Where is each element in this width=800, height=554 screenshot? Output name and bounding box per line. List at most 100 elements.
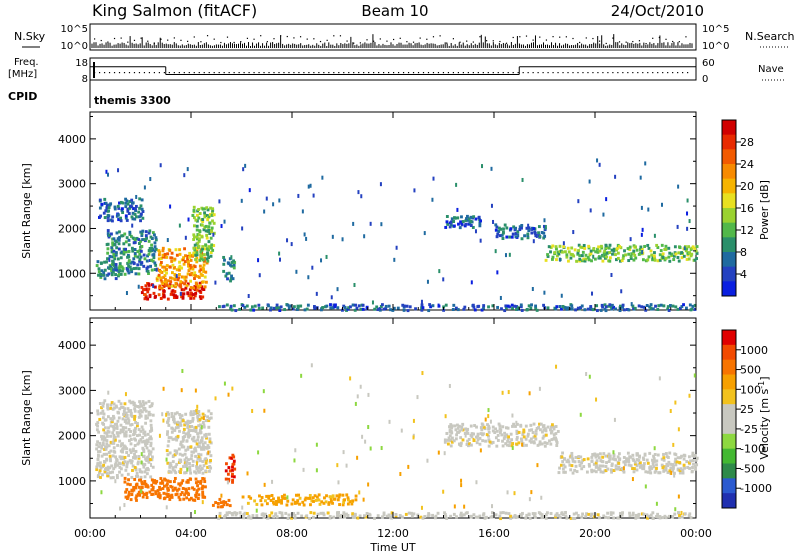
range-cell <box>140 207 144 211</box>
range-cell <box>132 447 135 451</box>
range-cell <box>571 253 574 257</box>
range-cell <box>128 232 132 236</box>
range-cell <box>144 230 148 234</box>
range-cell <box>166 420 169 424</box>
range-cell <box>287 513 291 517</box>
range-cell <box>414 307 417 311</box>
range-cell <box>206 444 210 448</box>
range-cell <box>145 442 149 446</box>
speckle-cell <box>118 506 121 511</box>
range-cell <box>317 498 321 502</box>
range-cell <box>442 305 446 309</box>
nave-sample <box>273 72 275 74</box>
range-cell <box>524 424 528 428</box>
speckle-cell <box>641 249 644 254</box>
range-cell <box>170 276 174 280</box>
range-cell <box>479 219 483 223</box>
range-cell <box>138 258 142 262</box>
range-cell <box>125 447 128 451</box>
range-cell <box>186 419 190 423</box>
range-cell <box>185 439 189 443</box>
range-cell <box>336 498 340 502</box>
speckle-cell <box>506 490 509 495</box>
range-cell <box>651 307 655 311</box>
range-cell <box>144 234 148 238</box>
range-cell <box>139 414 143 418</box>
range-cell <box>159 260 163 264</box>
range-cell <box>182 288 186 292</box>
range-cell <box>688 251 692 255</box>
nave-sample <box>303 72 305 74</box>
range-cell <box>691 451 695 455</box>
range-cell <box>617 465 621 469</box>
range-cell <box>122 250 126 254</box>
range-cell <box>653 459 657 463</box>
range-cell <box>695 463 699 467</box>
range-cell <box>389 308 392 312</box>
nave-sample <box>323 72 325 74</box>
range-cell <box>498 424 502 428</box>
range-cell <box>509 516 513 520</box>
range-cell <box>606 467 610 471</box>
range-cell <box>175 449 179 453</box>
speckle-cell <box>179 291 182 296</box>
nave-sample <box>163 72 165 74</box>
range-cell <box>588 464 591 468</box>
range-cell <box>464 427 468 431</box>
range-cell <box>108 471 112 475</box>
range-cell <box>196 469 200 473</box>
range-cell <box>504 511 508 515</box>
range-cell <box>108 454 112 458</box>
range-cell <box>126 472 130 476</box>
speckle-cell <box>248 188 251 193</box>
speckle-cell <box>356 455 359 460</box>
nave-sample <box>153 72 155 74</box>
range-cell <box>294 493 298 497</box>
range-cell <box>463 305 467 309</box>
range-cell <box>181 479 185 483</box>
range-cell <box>642 512 646 516</box>
range-cell <box>192 487 196 491</box>
range-cell <box>457 442 461 446</box>
range-cell <box>144 416 148 420</box>
range-cell <box>683 466 686 470</box>
range-cell <box>156 494 160 498</box>
range-cell <box>514 226 518 230</box>
range-cell <box>259 499 263 503</box>
range-cell <box>583 246 587 250</box>
range-cell <box>310 499 314 503</box>
range-cell <box>313 494 317 498</box>
speckle-cell <box>686 198 689 203</box>
range-cell <box>173 412 177 416</box>
range-cell <box>138 197 142 201</box>
range-cell <box>100 437 104 441</box>
nave-sample <box>432 72 435 74</box>
range-cell <box>693 303 697 307</box>
range-cell <box>466 439 469 443</box>
speckle-cell <box>487 414 490 419</box>
range-cell <box>111 425 115 429</box>
range-cell <box>126 482 130 486</box>
range-cell <box>179 442 183 446</box>
range-cell <box>673 471 676 475</box>
range-cell <box>206 208 210 212</box>
range-cell <box>525 226 529 230</box>
range-cell <box>153 479 157 483</box>
range-cell <box>182 497 186 501</box>
colorbar-swatch <box>722 478 736 494</box>
speckle-cell <box>241 505 244 510</box>
range-cell <box>157 273 161 277</box>
range-cell <box>194 281 198 285</box>
range-cell <box>291 307 295 311</box>
range-cell <box>499 431 502 435</box>
range-cell <box>477 215 481 219</box>
range-cell <box>175 451 179 455</box>
range-cell <box>98 469 102 473</box>
range-cell <box>633 462 637 466</box>
range-cell <box>198 445 202 449</box>
range-cell <box>450 426 454 430</box>
range-cell <box>289 304 292 308</box>
range-cell <box>317 493 321 497</box>
noise-search-sample <box>160 38 162 40</box>
range-cell <box>200 436 204 440</box>
